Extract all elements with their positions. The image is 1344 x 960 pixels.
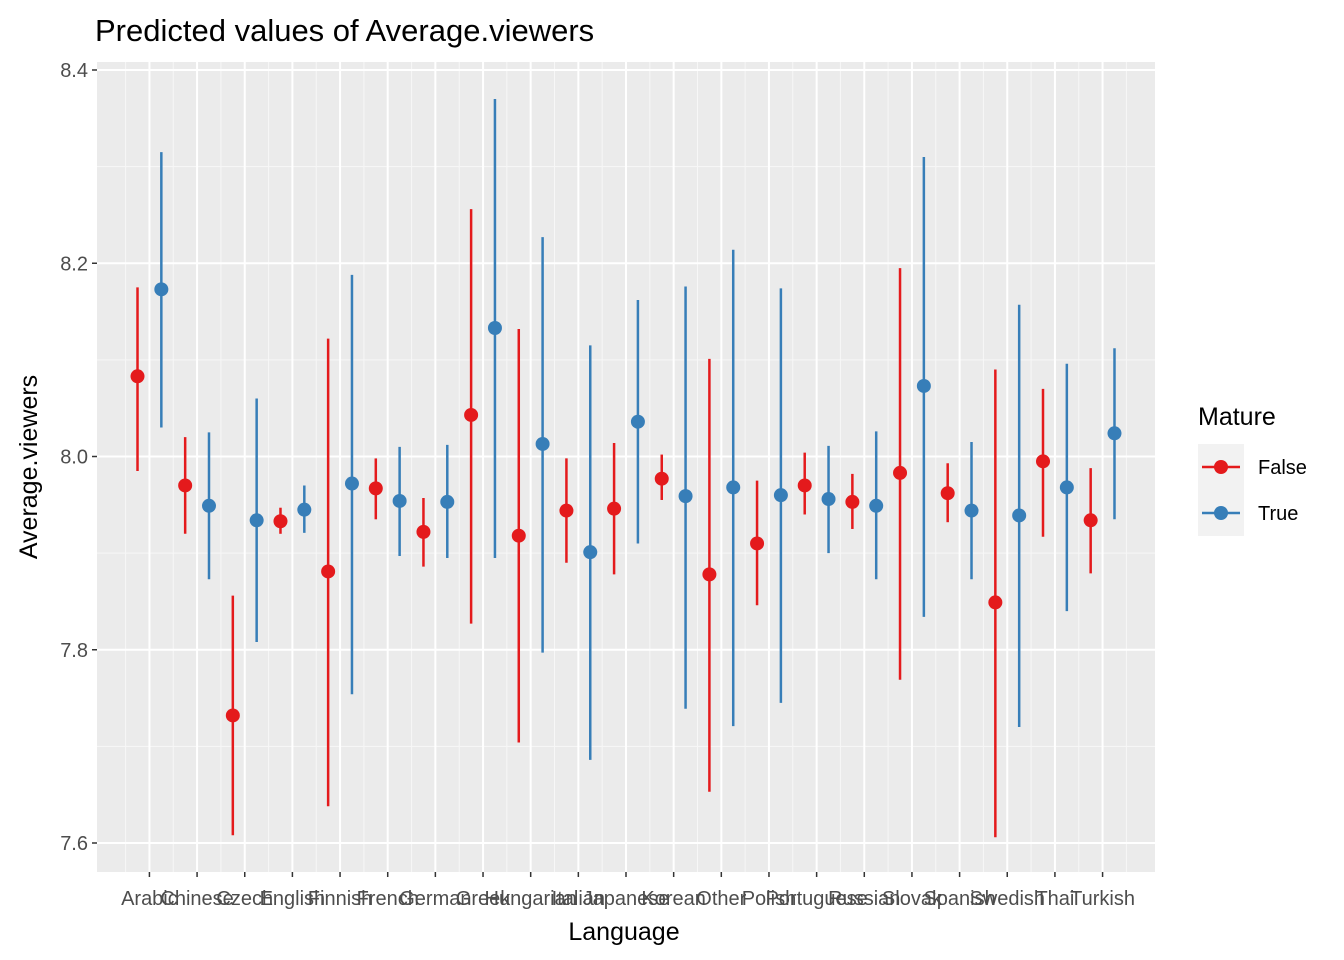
y-tick-label: 8.0 (60, 447, 88, 469)
data-point (201, 498, 216, 513)
x-tick-label: Japanese (583, 888, 670, 910)
data-point (559, 503, 574, 518)
data-point (916, 378, 931, 393)
legend: Mature False True (1198, 403, 1307, 536)
x-tick-label: Portuguese (765, 888, 867, 910)
data-point (344, 476, 359, 491)
data-point (487, 320, 502, 335)
x-tick-label: German (399, 888, 471, 910)
x-tick-label: Greek (456, 888, 511, 910)
x-tick-label: Turkish (1070, 888, 1135, 910)
data-point (607, 501, 622, 516)
data-point (273, 514, 288, 529)
data-point (1083, 513, 1098, 528)
legend-key-background (1198, 444, 1244, 536)
x-tick-label: Spanish (923, 888, 995, 910)
x-tick-label: Italian (552, 888, 605, 910)
y-tick-label: 8.4 (60, 60, 88, 82)
x-tick-label: Swedish (969, 888, 1045, 910)
data-point (511, 528, 526, 543)
data-point (392, 493, 407, 508)
data-point (1012, 508, 1027, 523)
x-tick-label: Thai (1035, 888, 1074, 910)
data-point (797, 478, 812, 493)
data-point (297, 502, 312, 517)
data-point (178, 478, 193, 493)
data-point (702, 567, 717, 582)
legend-title: Mature (1198, 403, 1276, 431)
y-tick-label: 7.8 (60, 640, 88, 662)
chart-title: Predicted values of Average.viewers (95, 13, 594, 48)
x-tick-label: Slovak (882, 888, 943, 910)
data-point (654, 471, 669, 486)
series-true (154, 98, 1122, 760)
x-tick-label: Hungarian (485, 888, 577, 910)
y-axis-title: Average.viewers (15, 375, 43, 559)
data-point (1059, 480, 1074, 495)
data-point (368, 481, 383, 496)
grid (97, 62, 1155, 872)
data-point (130, 369, 145, 384)
data-point (988, 595, 1003, 610)
data-point (321, 564, 336, 579)
x-tick-label: English (260, 888, 326, 910)
x-axis: ArabicChineseCzechEnglishFinnishFrenchGe… (121, 872, 1135, 910)
data-marks (130, 98, 1122, 838)
data-point (893, 465, 908, 480)
series-false (130, 209, 1098, 838)
x-tick-label: Korean (641, 888, 706, 910)
y-tick-label: 8.2 (60, 253, 88, 275)
x-axis-title: Language (568, 918, 679, 946)
legend-key-point (1214, 460, 1228, 474)
data-point (845, 494, 860, 509)
data-point (940, 486, 955, 501)
x-tick-label: Chinese (160, 888, 233, 910)
data-point (225, 708, 240, 723)
data-point (750, 536, 765, 551)
data-point (249, 513, 264, 528)
data-point (1036, 454, 1051, 469)
data-point (464, 407, 479, 422)
x-tick-label: Other (696, 888, 746, 910)
legend-label: True (1258, 503, 1298, 525)
data-point (726, 480, 741, 495)
y-tick-label: 7.6 (60, 833, 88, 855)
x-tick-label: Czech (216, 888, 273, 910)
data-point (869, 498, 884, 513)
data-point (440, 494, 455, 509)
data-point (416, 524, 431, 539)
data-point (630, 414, 645, 429)
x-tick-label: Arabic (121, 888, 178, 910)
y-axis: 7.6 7.8 8.0 8.2 8.4 (60, 60, 97, 855)
x-tick-label: Russian (828, 888, 900, 910)
legend-label: False (1258, 457, 1307, 479)
x-tick-label: Finnish (308, 888, 372, 910)
data-point (678, 489, 693, 504)
legend-key-point (1214, 506, 1228, 520)
data-point (773, 488, 788, 503)
x-tick-label: Polish (742, 888, 796, 910)
data-point (535, 436, 550, 451)
data-point (821, 492, 836, 507)
data-point (154, 282, 169, 297)
x-tick-label: French (357, 888, 419, 910)
data-point (1107, 426, 1122, 441)
data-point (964, 503, 979, 518)
data-point (583, 545, 598, 560)
